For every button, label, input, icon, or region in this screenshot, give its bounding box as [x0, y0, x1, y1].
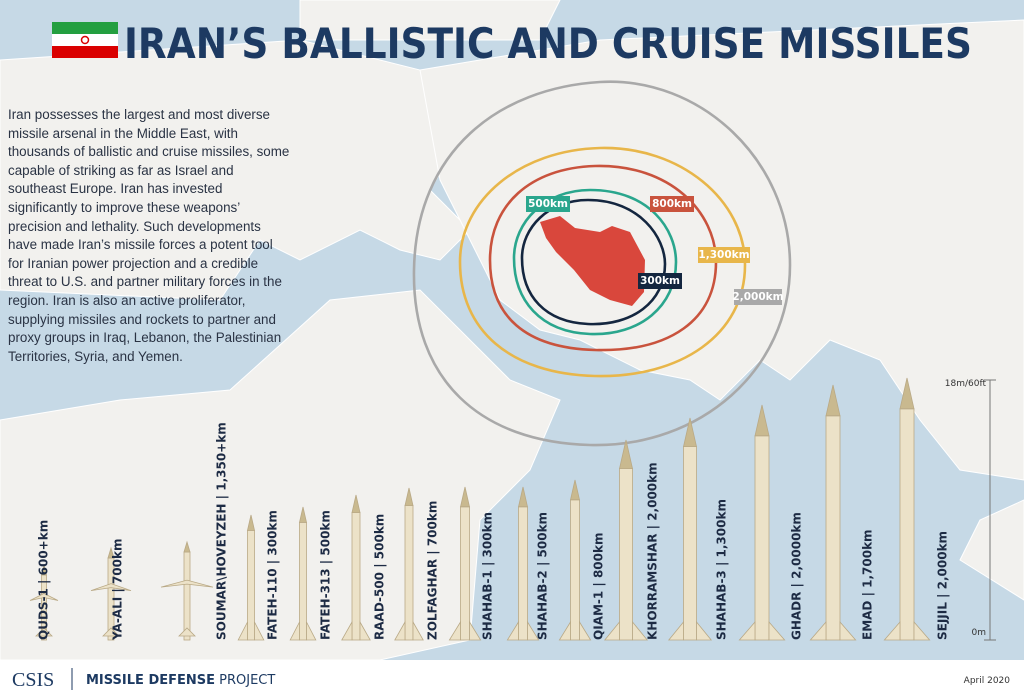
- range-tag: [526, 196, 570, 212]
- range-label: 1,300km: [698, 249, 749, 261]
- range-tag: [650, 196, 694, 212]
- missile-nose: [569, 479, 581, 501]
- title: IRAN’S BALLISTIC AND CRUISE MISSILES: [124, 19, 972, 68]
- missile-label: QIAM-1 | 800km: [592, 533, 606, 641]
- description: Iran possesses the largest and most dive…: [8, 107, 290, 364]
- range-label: 2,000km: [732, 291, 783, 303]
- project-rest: PROJECT: [219, 673, 275, 688]
- missile-nose: [107, 546, 115, 559]
- missile-body: [754, 435, 770, 641]
- missile-body: [351, 512, 361, 641]
- range-tag: [734, 289, 782, 305]
- missile-nose: [517, 486, 529, 508]
- date: April 2020: [964, 676, 1011, 686]
- missile-fin: [178, 627, 196, 637]
- missile-wing: [160, 579, 214, 588]
- missile-body: [183, 551, 191, 641]
- missile-nose: [459, 486, 471, 508]
- missile-body: [404, 505, 414, 641]
- missile-nose: [246, 514, 256, 531]
- missile-fin: [738, 620, 786, 641]
- missile-nose: [825, 384, 841, 417]
- missile-nose: [682, 417, 698, 447]
- project-bold: MISSILE DEFENSE: [86, 673, 215, 688]
- scale-top: 18m/60ft: [945, 379, 987, 389]
- missile-body: [518, 506, 528, 641]
- missile-wing: [29, 593, 59, 601]
- project: MISSILE DEFENSE PROJECT: [86, 673, 275, 688]
- missile-nose: [298, 506, 308, 523]
- range-label: 800km: [652, 198, 692, 210]
- missile-label: SOUMAR\HOVEYZEH | 1,350+km: [215, 422, 229, 640]
- range-tag: [638, 273, 682, 289]
- missile-label: RAAD-500 | 500km: [373, 514, 387, 640]
- missile-fin: [883, 620, 931, 641]
- range-tag: [698, 247, 750, 263]
- missile-body: [825, 415, 841, 641]
- missile-label: FATEH-313 | 500km: [319, 510, 333, 640]
- iran: [540, 216, 645, 306]
- missile-fin: [341, 620, 371, 641]
- missile-body: [899, 408, 915, 641]
- missile-nose: [899, 377, 915, 410]
- missile-label: SHAHAB-1 | 300km: [481, 512, 495, 640]
- missile-fin: [237, 621, 265, 641]
- missile-label: YA-ALI | 700km: [111, 539, 125, 641]
- scale-bottom: 0m: [972, 628, 987, 638]
- missile-nose: [183, 540, 191, 553]
- missile-nose: [404, 487, 414, 506]
- missile-label: SHAHAB-3 | 1,300km: [715, 499, 729, 640]
- missile-fin: [558, 620, 592, 641]
- flag: [52, 22, 118, 58]
- missile-nose: [351, 494, 361, 513]
- missile-body: [619, 468, 633, 641]
- missile-label: SEJJIL | 2,000km: [936, 531, 950, 640]
- missile-label: EMAD | 1,700km: [861, 529, 875, 640]
- missile-fin: [809, 620, 857, 641]
- missile-fin: [448, 620, 482, 641]
- range-rings: [412, 80, 792, 447]
- missile-body: [460, 506, 470, 641]
- missile-fin: [289, 621, 317, 641]
- missile-nose: [618, 439, 634, 469]
- missile-wing: [90, 583, 132, 592]
- missile-fin: [102, 627, 120, 637]
- missile-label: KHORRAMSHAR | 2,000km: [646, 462, 660, 640]
- missile-fin: [506, 620, 540, 641]
- missile-body: [299, 522, 307, 641]
- missile-nose: [40, 564, 48, 576]
- missile-body: [683, 446, 697, 641]
- missile-label: SHAHAB-2 | 500km: [536, 512, 550, 640]
- missile-fin: [35, 627, 53, 637]
- missile-label: QUDS-1 | 600+km: [37, 520, 51, 640]
- missile-nose: [754, 404, 770, 437]
- missile-body: [247, 530, 255, 641]
- missile-body: [570, 499, 580, 641]
- range-label: 500km: [528, 198, 568, 210]
- org: CSIS: [12, 669, 54, 691]
- missile-label: FATEH-110 | 300km: [266, 510, 280, 640]
- missile-label: GHADR | 2,0000km: [790, 512, 804, 640]
- missile-fin: [603, 620, 649, 641]
- missile-fin: [394, 620, 424, 641]
- footer-bar: [0, 660, 1024, 698]
- missile-label: ZOLFAGHAR | 700km: [426, 501, 440, 640]
- range-label: 300km: [640, 275, 680, 287]
- missile-fin: [667, 620, 713, 641]
- missiles: QUDS-1 | 600+km YA-ALI | 700km SOUMAR\HOVE…: [29, 377, 950, 641]
